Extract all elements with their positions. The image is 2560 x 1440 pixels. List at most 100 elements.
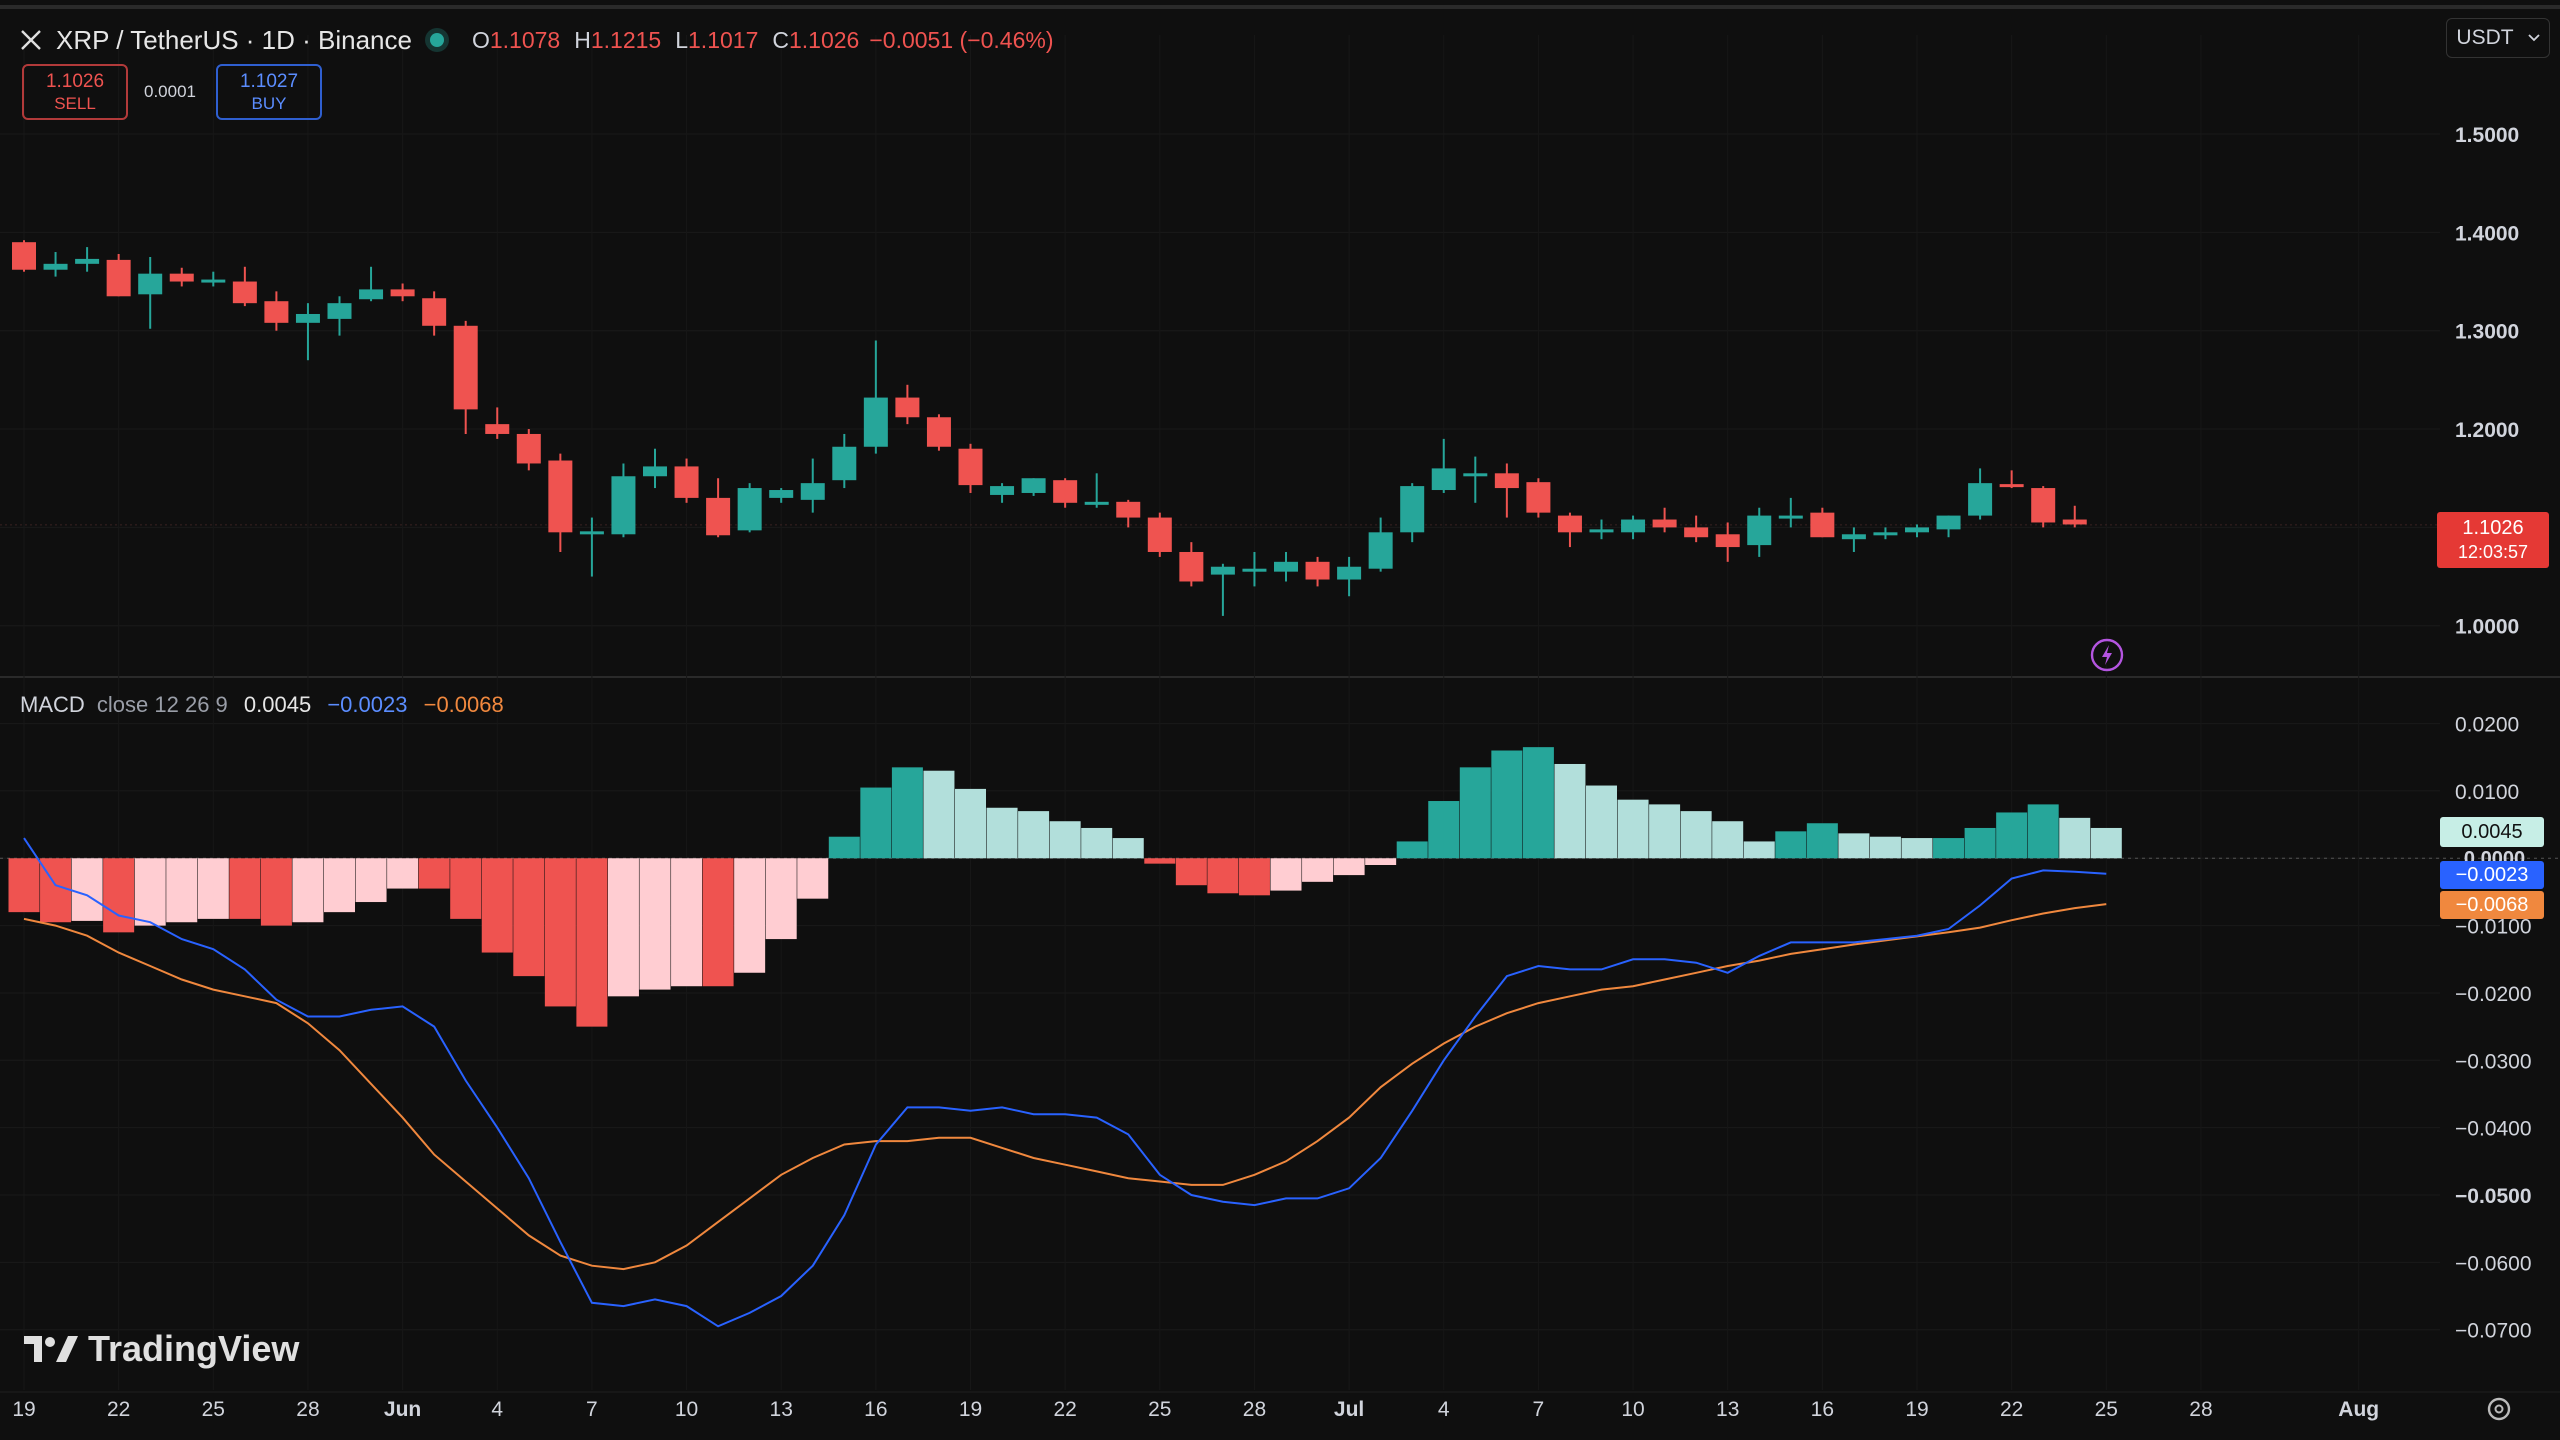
- macd-axis-label: 0.0100: [2455, 781, 2519, 804]
- low-value: 1.1017: [688, 26, 759, 53]
- candle-body: [863, 397, 888, 447]
- close-label: C: [772, 26, 789, 53]
- lightning-icon[interactable]: [2090, 638, 2124, 672]
- candle-body: [1936, 515, 1961, 530]
- settings-gear-icon[interactable]: [2484, 1394, 2514, 1424]
- macd-histogram-bar: [134, 858, 166, 926]
- candle-body: [327, 303, 352, 319]
- time-axis-label: 19: [1905, 1398, 1928, 1421]
- candle-body: [43, 263, 68, 270]
- buy-button[interactable]: 1.1027 BUY: [216, 64, 322, 120]
- macd-histogram-bar: [8, 858, 40, 913]
- macd-histogram-bar: [1175, 858, 1207, 886]
- close-icon[interactable]: [18, 27, 44, 53]
- brand-name: TradingView: [88, 1328, 300, 1369]
- macd-histogram-bar: [544, 858, 576, 1007]
- candle-body: [1274, 561, 1298, 572]
- time-axis-label: 22: [2000, 1398, 2023, 1421]
- tradingview-logo[interactable]: TradingView: [24, 1328, 299, 1370]
- macd-histogram-bar: [292, 858, 324, 923]
- candle-body: [1652, 519, 1677, 528]
- last-price: 1.1026: [2462, 517, 2524, 539]
- time-axis-label: 22: [107, 1398, 130, 1421]
- candle-body: [1147, 517, 1172, 552]
- time-axis-label: 16: [1811, 1398, 1834, 1421]
- currency-selector[interactable]: USDT: [2446, 18, 2550, 58]
- candle-body: [1621, 519, 1646, 533]
- candle-body: [1841, 534, 1866, 540]
- candle-body: [895, 397, 920, 418]
- candle-body: [1968, 483, 1993, 516]
- candle-body: [1053, 480, 1078, 503]
- candle-body: [390, 289, 415, 297]
- candle-body: [643, 466, 667, 477]
- macd-histogram-bar: [197, 858, 229, 919]
- macd-histogram-bar: [481, 858, 513, 953]
- macd-signal-value: −0.0068: [423, 692, 504, 717]
- buy-price: 1.1027: [239, 71, 299, 92]
- price-axis-label: 1.0000: [2455, 616, 2519, 639]
- candle-body: [1494, 473, 1519, 489]
- macd-histogram-bar: [576, 858, 608, 1027]
- macd-legend[interactable]: MACD close 12 26 9 0.0045 −0.0023 −0.006…: [20, 692, 504, 718]
- time-axis-label: 16: [864, 1398, 887, 1421]
- open-value: 1.1078: [489, 26, 561, 53]
- time-axis-label: 10: [1621, 1398, 1644, 1421]
- candle-body: [832, 446, 857, 481]
- macd-histogram-bar: [607, 858, 639, 997]
- macd-histogram-bar: [1554, 763, 1586, 859]
- macd-histogram-bar: [1491, 750, 1523, 859]
- macd-histogram-bar: [1049, 821, 1081, 859]
- price-axis-label: 1.4000: [2455, 222, 2519, 245]
- sell-label: SELL: [54, 94, 96, 113]
- macd-histogram-bar: [1207, 858, 1239, 894]
- time-axis-label: 7: [586, 1398, 598, 1421]
- time-axis-label: Jun: [384, 1398, 421, 1421]
- macd-hist-value: 0.0045: [243, 692, 312, 717]
- macd-histogram-bar: [1144, 858, 1176, 864]
- macd-axis-label: −0.0200: [2455, 983, 2532, 1006]
- candle-body: [1116, 501, 1141, 518]
- macd-histogram-bar: [1964, 827, 1996, 859]
- currency-label: USDT: [2456, 26, 2514, 49]
- macd-axis-label: 0.0200: [2455, 714, 2519, 737]
- candle-body: [295, 313, 320, 323]
- time-axis-label: 19: [959, 1398, 982, 1421]
- candle-body: [1589, 529, 1614, 533]
- countdown: 12:03:57: [2457, 542, 2529, 562]
- macd-histogram-bar: [639, 858, 671, 990]
- macd-histogram-bar: [1649, 804, 1681, 859]
- macd-histogram-bar: [828, 836, 860, 859]
- candle-body: [706, 497, 731, 536]
- time-axis-label: 28: [296, 1398, 319, 1421]
- candle-body: [232, 281, 257, 304]
- price-axis-label: 1.5000: [2455, 124, 2519, 147]
- macd-hist-tag: 0.0045: [2440, 817, 2544, 847]
- macd-histogram-bar: [260, 858, 292, 926]
- macd-histogram-bar: [891, 767, 923, 859]
- candle-body: [548, 460, 573, 533]
- candle-body: [1778, 515, 1803, 519]
- macd-histogram-bar: [1112, 838, 1144, 859]
- macd-histogram-bar: [671, 858, 703, 987]
- macd-histogram-bar: [1901, 838, 1933, 859]
- candle-body: [1368, 532, 1393, 569]
- macd-histogram-bar: [166, 858, 198, 923]
- candle-body: [926, 417, 951, 447]
- symbol-title[interactable]: XRP / TetherUS · 1D · Binance: [56, 24, 412, 55]
- macd-axis-label: −0.0400: [2455, 1118, 2532, 1141]
- macd-histogram-bar: [1459, 767, 1491, 859]
- candle-body: [737, 488, 762, 531]
- time-axis-label: 28: [1243, 1398, 1266, 1421]
- candle-body: [1305, 561, 1330, 580]
- tradingview-logo-icon: [24, 1336, 78, 1362]
- macd-histogram-bar: [1617, 799, 1649, 859]
- chevron-down-icon: [2527, 34, 2540, 42]
- close-value: 1.1026: [789, 26, 860, 53]
- macd-hist-tag-value: 0.0045: [2461, 821, 2523, 843]
- macd-histogram-bar: [2090, 827, 2122, 859]
- sell-button[interactable]: 1.1026 SELL: [22, 64, 128, 120]
- candle-body: [106, 259, 131, 297]
- macd-histogram-bar: [355, 858, 387, 903]
